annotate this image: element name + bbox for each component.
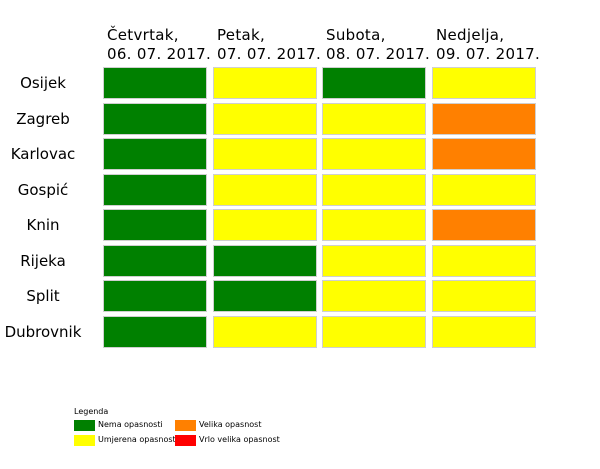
row-label: Karlovac <box>10 145 76 163</box>
heatmap-cell <box>213 316 317 348</box>
row-label: Zagreb <box>16 110 70 128</box>
column-date-label: 09. 07. 2017. <box>436 45 541 63</box>
heatmap-cell <box>322 280 426 312</box>
legend-swatch <box>175 435 196 446</box>
row-label: Split <box>26 287 60 305</box>
heatmap-cell <box>432 138 536 170</box>
heatmap-cell <box>322 67 426 99</box>
row-label: Rijeka <box>20 252 66 270</box>
legend-label: Vrlo velika opasnost <box>199 435 280 444</box>
heatmap-cell <box>213 103 317 135</box>
column-day-label: Četvrtak, <box>107 26 179 44</box>
heatmap-cell <box>322 138 426 170</box>
heatmap-cell <box>432 245 536 277</box>
row-label: Gospić <box>17 181 69 199</box>
heatmap-cell <box>322 209 426 241</box>
legend-label: Velika opasnost <box>199 420 262 429</box>
heatmap-cell <box>103 245 207 277</box>
column-header: Četvrtak, 06. 07. 2017. <box>107 26 217 64</box>
column-date-label: 06. 07. 2017. <box>107 45 212 63</box>
column-day-label: Nedjelja, <box>436 26 505 44</box>
heatmap-cell <box>213 209 317 241</box>
heatmap-cell <box>432 209 536 241</box>
legend-label: Nema opasnosti <box>98 420 163 429</box>
column-date-label: 08. 07. 2017. <box>326 45 431 63</box>
column-date-label: 07. 07. 2017. <box>217 45 322 63</box>
column-header: Subota, 08. 07. 2017. <box>326 26 436 64</box>
heatmap-cell <box>322 245 426 277</box>
heatmap-cell <box>322 316 426 348</box>
row-label: Knin <box>26 216 60 234</box>
heatmap-cell <box>213 138 317 170</box>
row-label: Dubrovnik <box>4 323 82 341</box>
heatmap-cell <box>103 280 207 312</box>
heatmap-cell <box>103 103 207 135</box>
column-day-label: Petak, <box>217 26 266 44</box>
heatmap-cell <box>432 316 536 348</box>
heatmap-cell <box>432 174 536 206</box>
row-label: Osijek <box>20 74 66 92</box>
heatmap-cell <box>322 103 426 135</box>
heatmap-cell <box>103 316 207 348</box>
column-header: Nedjelja, 09. 07. 2017. <box>436 26 546 64</box>
column-day-label: Subota, <box>326 26 386 44</box>
heatmap-cell <box>103 209 207 241</box>
legend-swatch <box>74 420 95 431</box>
heatmap-cell <box>103 67 207 99</box>
heatmap-cell <box>213 174 317 206</box>
heatmap-cell <box>432 280 536 312</box>
legend-swatch <box>175 420 196 431</box>
legend-swatch <box>74 435 95 446</box>
heatmap-cell <box>103 138 207 170</box>
heatmap-cell <box>432 103 536 135</box>
heatmap-cell <box>322 174 426 206</box>
heatmap-cell <box>432 67 536 99</box>
legend-title: Legenda <box>74 407 109 416</box>
heatmap-cell <box>213 280 317 312</box>
column-header: Petak, 07. 07. 2017. <box>217 26 327 64</box>
heatmap-cell <box>213 245 317 277</box>
legend-label: Umjerena opasnost <box>98 435 176 444</box>
heatmap-cell <box>103 174 207 206</box>
heatmap-cell <box>213 67 317 99</box>
